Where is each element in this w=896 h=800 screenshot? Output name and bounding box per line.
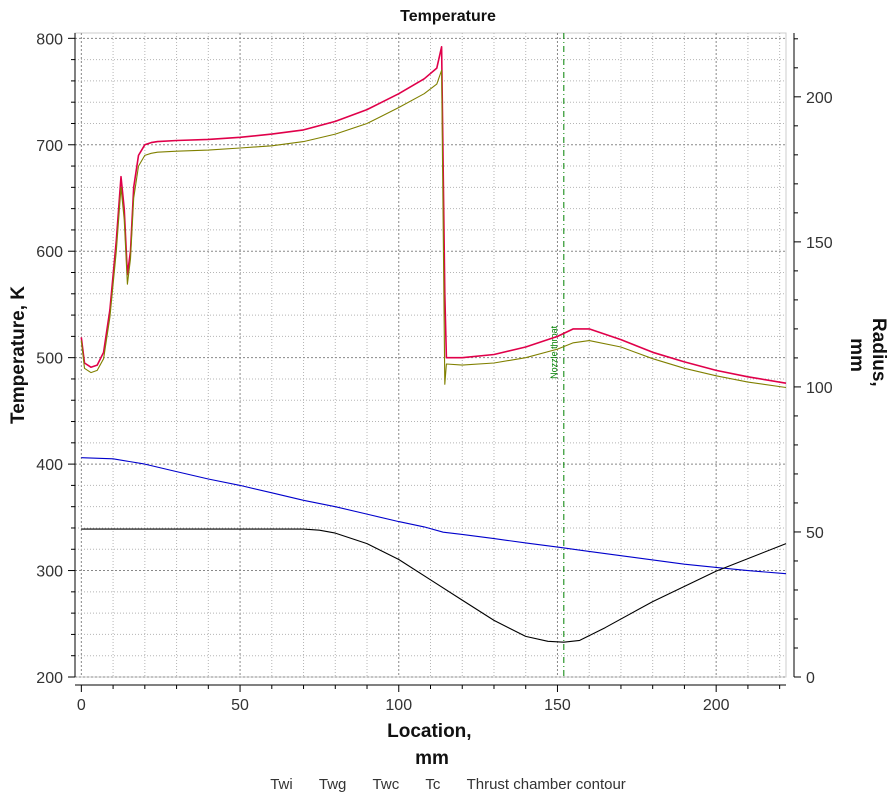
y-tick-label: 500 — [36, 351, 63, 368]
legend: Twi Twg Twc Tc Thrust chamber contour — [0, 776, 896, 793]
y-axis-title: Temperature, K — [8, 286, 29, 424]
y-tick-label: 600 — [36, 244, 63, 261]
y-tick-label: 700 — [36, 138, 63, 155]
legend-item-twc[interactable]: Twc — [372, 776, 400, 793]
legend-item-twg[interactable]: Twg — [318, 776, 347, 793]
y2-axis-title: Radius, mm — [846, 318, 889, 392]
x-tick-label: 50 — [231, 697, 249, 714]
y-tick-label: 800 — [36, 31, 63, 48]
y2-tick-label: 200 — [806, 90, 833, 107]
series-twi-line — [80, 45, 787, 384]
y-tick-label: 400 — [36, 457, 63, 474]
legend-item-twi[interactable]: Twi — [270, 776, 293, 793]
y2-axis-title-line-1: Radius, — [868, 318, 889, 387]
y2-tick-label: 100 — [806, 380, 833, 397]
x-tick-label: 200 — [703, 697, 730, 714]
x-axis-title: Location, mm — [387, 721, 477, 769]
series-twg-line — [80, 69, 787, 389]
chart-title: Temperature — [400, 8, 496, 25]
x-axis-title-line-1: Location, — [387, 721, 471, 742]
y2-tick-label: 150 — [806, 235, 833, 252]
y2-axis-title-line-2: mm — [846, 338, 867, 372]
x-axis-title-line-2: mm — [415, 748, 449, 769]
y-tick-label: 200 — [36, 670, 63, 687]
legend-item-thrust-chamber-contour[interactable]: Thrust chamber contour — [466, 776, 626, 793]
y2-tick-label: 0 — [806, 670, 815, 687]
x-tick-label: 150 — [544, 697, 571, 714]
grid — [74, 32, 787, 678]
y-tick-label: 300 — [36, 564, 63, 581]
legend-item-tc[interactable]: Tc — [425, 776, 441, 793]
x-tick-label: 0 — [77, 697, 86, 714]
series-twc-line — [81, 457, 787, 575]
y2-tick-label: 50 — [806, 525, 824, 542]
axes: 200 300 400 500 600 700 800 0 50 100 150 200 0 50 100 1… — [36, 31, 833, 714]
series-layer: Nozzle throat — [80, 33, 787, 677]
x-tick-label: 100 — [385, 697, 412, 714]
series-thrust-chamber-contour-line — [81, 528, 787, 643]
nozzle-throat-label: Nozzle throat — [549, 325, 559, 379]
